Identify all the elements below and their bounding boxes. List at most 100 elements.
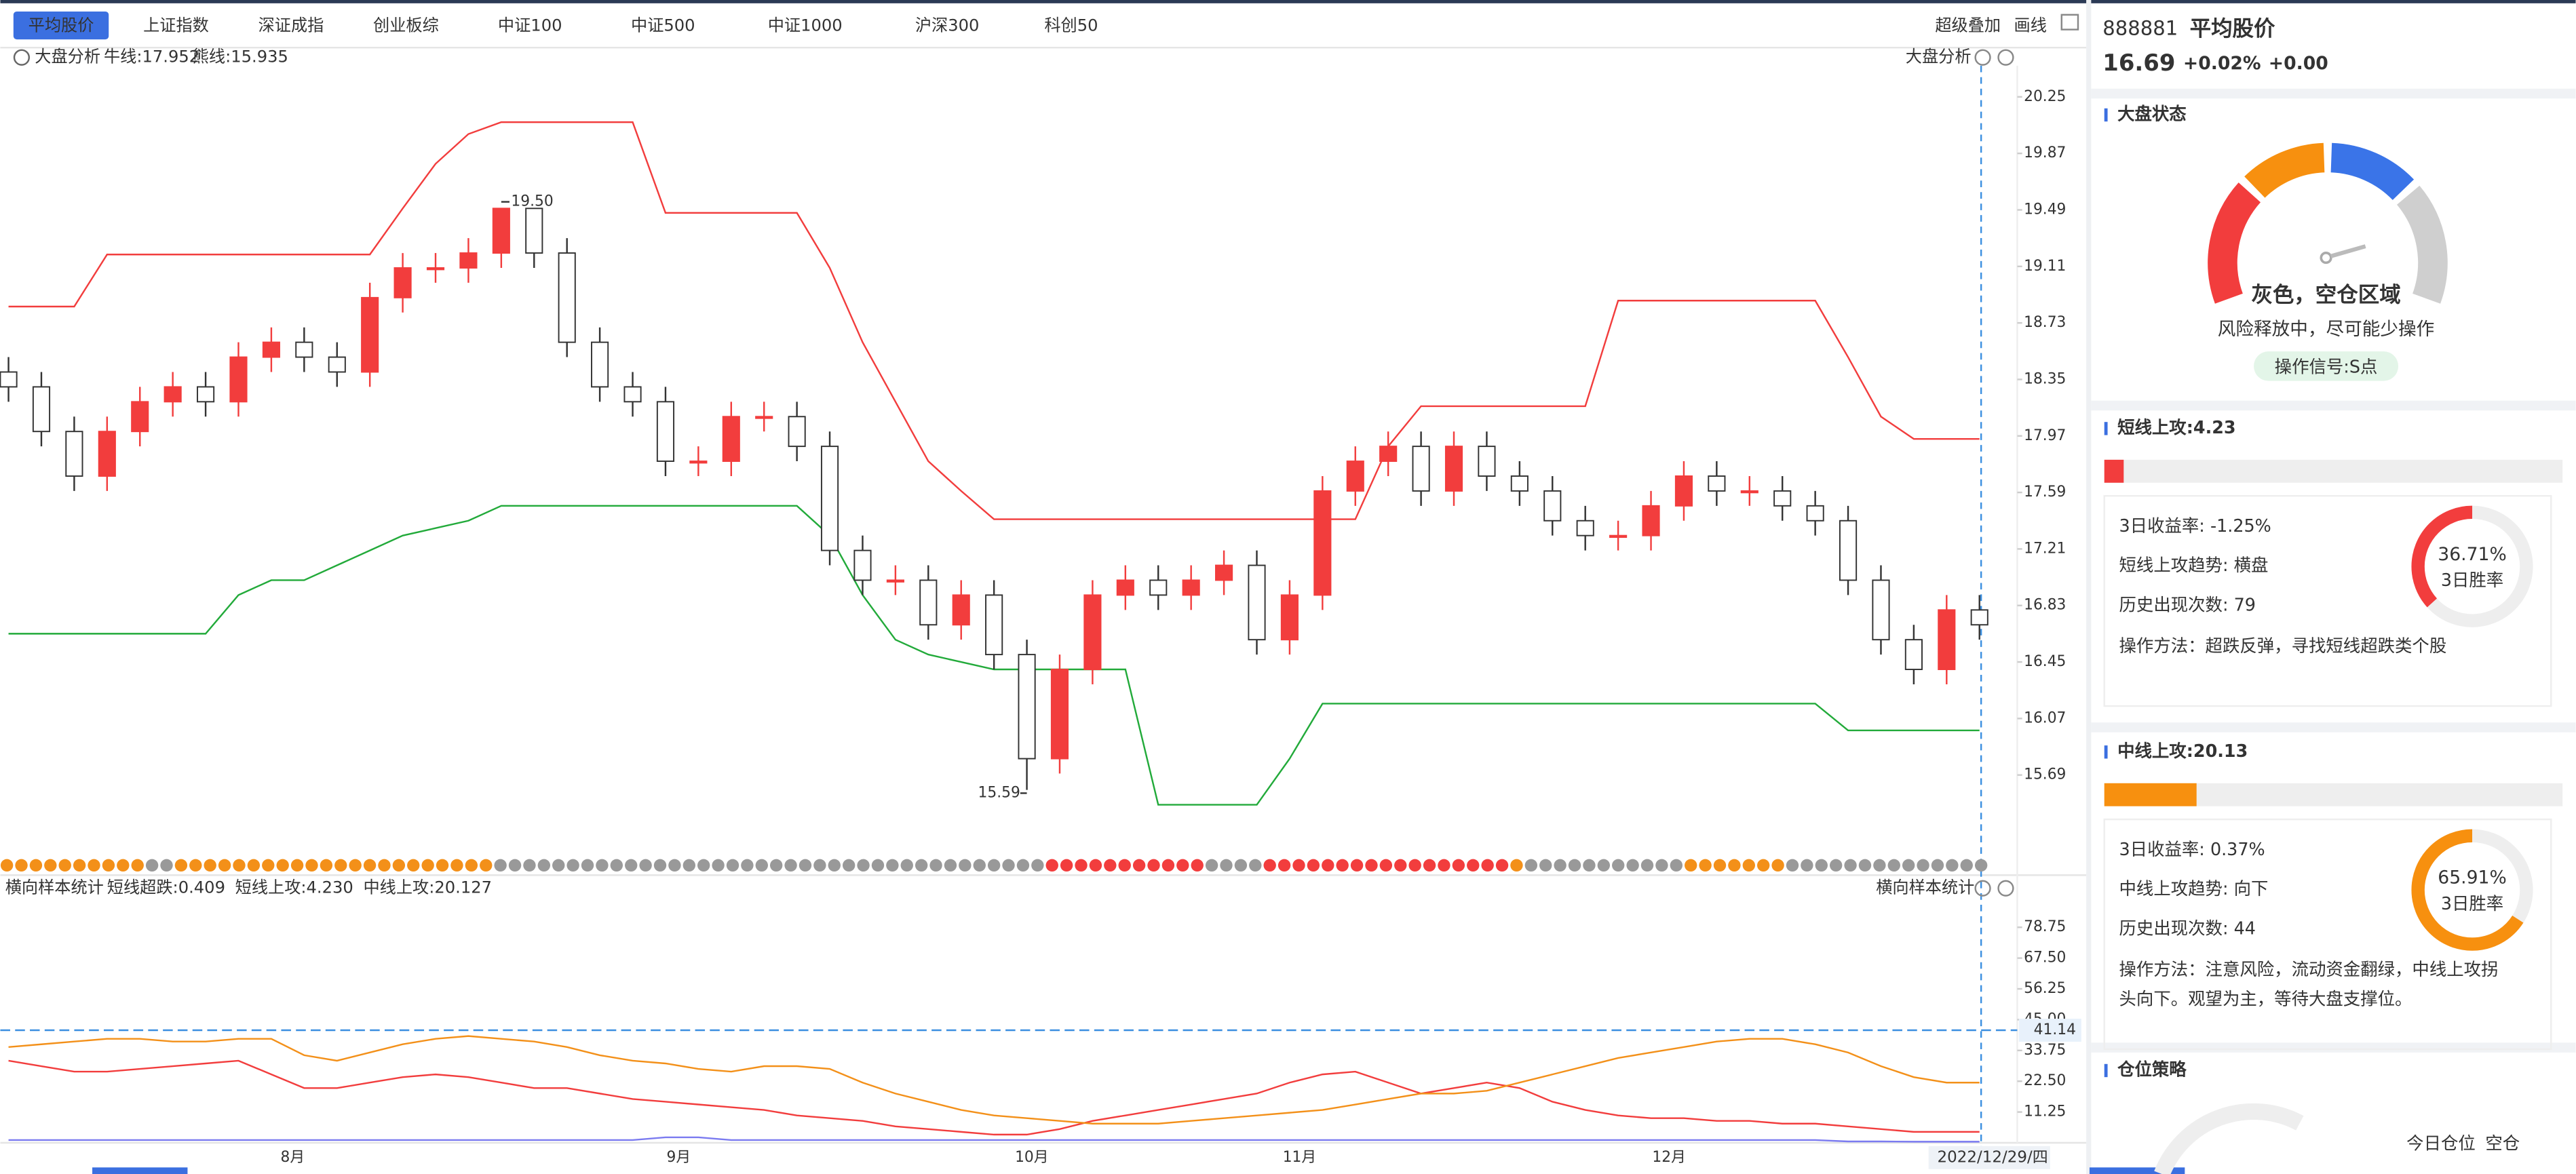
tab[interactable]: 创业板综: [373, 16, 439, 35]
state-dot: [0, 859, 14, 872]
candle-body: [229, 356, 248, 403]
state-dot: [1524, 859, 1538, 872]
candle-body: [886, 579, 904, 583]
candle-body: [1806, 505, 1824, 522]
candle-body: [32, 386, 51, 433]
state-dot: [1771, 859, 1784, 872]
candle: [1576, 505, 1594, 551]
state-dot-group: [174, 859, 493, 872]
state-dot: [88, 859, 100, 872]
state-dot: [1583, 859, 1596, 872]
market-signal: 操作信号:S点: [2275, 356, 2378, 376]
state-dot: [712, 859, 725, 872]
candle-body: [131, 401, 149, 433]
state-dot: [1756, 859, 1770, 872]
candle: [656, 387, 675, 476]
state-dot: [741, 859, 754, 872]
tab[interactable]: 深证成指: [258, 16, 324, 35]
indicator-line: [8, 1059, 1980, 1136]
candle-body: [1412, 446, 1430, 492]
state-dot-group: [1045, 859, 1204, 872]
settings-icon[interactable]: [1974, 49, 1991, 66]
state-dot: [1249, 859, 1262, 872]
candle: [820, 431, 839, 566]
state-dot: [1438, 859, 1450, 872]
state-dot: [683, 859, 696, 872]
state-dot: [1147, 859, 1160, 872]
tab[interactable]: 沪深300: [915, 16, 980, 35]
scroll-thumb[interactable]: [92, 1167, 188, 1174]
settings-icon[interactable]: [1974, 880, 1991, 897]
marker-label: 41.14: [2034, 1021, 2076, 1038]
candle-body: [1248, 564, 1266, 641]
chart-title: 横向样本统计: [1876, 878, 1974, 897]
marker-box: [2018, 1019, 2081, 1042]
y-tick-label: 18.35: [2024, 370, 2066, 387]
cursor-date-bg: [1928, 1146, 2050, 1169]
stock-name: 平均股价: [2190, 17, 2275, 41]
help-icon[interactable]: [1997, 49, 2014, 66]
change: +0.00: [2269, 53, 2328, 74]
state-dot: [537, 859, 551, 872]
legend-entry: 短线超跌:0.409: [107, 878, 225, 897]
candle: [1839, 505, 1858, 595]
candle-body: [985, 594, 1003, 656]
state-dot: [1974, 859, 1988, 872]
candle: [164, 372, 182, 417]
candle: [1050, 654, 1069, 774]
candle-body: [361, 296, 379, 373]
state-dot: [566, 859, 579, 872]
state-dot: [450, 859, 463, 872]
signal-pill: [2254, 351, 2399, 381]
state-dot: [987, 859, 1001, 872]
state-dot: [1118, 859, 1131, 872]
state-dot: [1626, 859, 1639, 872]
chart-title: 大盘分析: [35, 47, 100, 66]
collapse-icon[interactable]: [13, 49, 31, 66]
panel-divider: [2086, 0, 2092, 1174]
tab[interactable]: 中证1000: [768, 16, 843, 35]
candle: [1642, 490, 1660, 551]
toolbar-button[interactable]: 画线: [2014, 16, 2047, 35]
state-dot: [1031, 859, 1044, 872]
ring-arc: [2411, 829, 2533, 951]
candle: [1970, 595, 1988, 640]
stats-box: [2103, 494, 2552, 707]
candle: [886, 565, 904, 595]
scroll-thumb[interactable]: [2089, 1167, 2185, 1174]
state-dot: [1655, 859, 1668, 872]
state-dot: [1597, 859, 1611, 872]
layout-icon[interactable]: [2060, 14, 2079, 31]
candle-body: [197, 386, 215, 403]
state-dot: [1858, 859, 1872, 872]
state-dot: [1670, 859, 1683, 872]
tab[interactable]: 中证100: [498, 16, 562, 35]
state-dot: [508, 859, 522, 872]
state-dot: [15, 859, 28, 872]
toolbar-button[interactable]: 超级叠加: [1935, 16, 2001, 35]
candle: [1478, 431, 1496, 491]
candle-body: [1970, 609, 1988, 626]
candle-body: [1215, 564, 1233, 581]
stat-row: 3日收益率: -1.25%: [2119, 515, 2271, 536]
tab[interactable]: 中证500: [631, 16, 695, 35]
y-tick-label: 18.73: [2024, 314, 2066, 331]
candle: [1313, 475, 1332, 610]
state-dot: [1481, 859, 1494, 872]
win-label: 3日胜率: [2441, 570, 2503, 590]
stat-row: 历史出现次数: 44: [2119, 918, 2256, 938]
state-dot: [233, 859, 246, 872]
help-icon[interactable]: [1997, 880, 2014, 897]
tab[interactable]: 上证指数: [143, 16, 209, 35]
candle: [1083, 580, 1102, 684]
candle: [0, 357, 18, 402]
section-title: 短线上攻:4.23: [2117, 417, 2235, 437]
tab[interactable]: 平均股价: [28, 16, 94, 35]
candle: [426, 253, 445, 283]
candle: [1543, 475, 1562, 536]
gauge-needle: [2330, 244, 2366, 258]
tab[interactable]: 科创50: [1044, 16, 1098, 35]
position-state: 空仓: [2485, 1133, 2520, 1153]
score-bar: [2104, 459, 2124, 483]
